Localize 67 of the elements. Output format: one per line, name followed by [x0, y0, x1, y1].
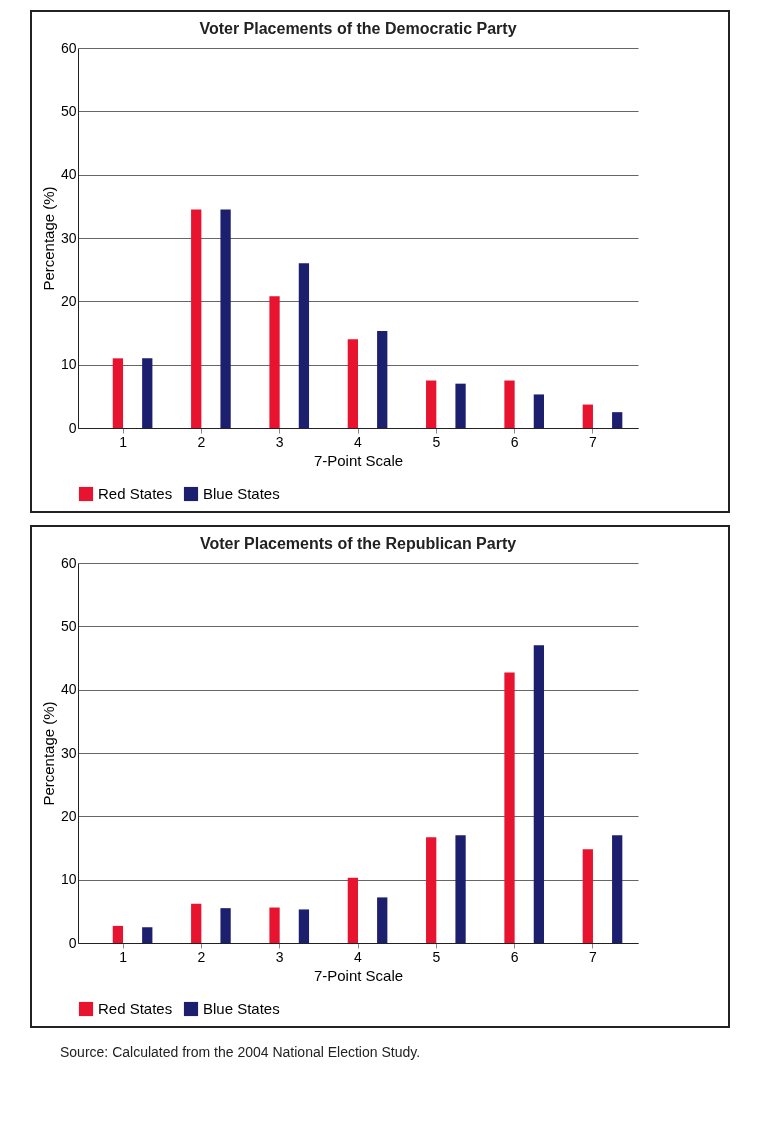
- x-axis-title: 7-Point Scale: [313, 451, 404, 469]
- legend-label: Red States: [98, 1000, 173, 1017]
- x-tick-label: 6: [510, 948, 519, 965]
- y-axis-title: Percentage (%): [39, 186, 57, 291]
- x-tick-label: 5: [432, 948, 441, 965]
- y-tick-label: 60: [60, 554, 77, 571]
- bar: [298, 909, 310, 943]
- bar: [191, 209, 202, 428]
- bar: [612, 835, 623, 943]
- chart-title: Voter Placements of the Democratic Party: [199, 20, 517, 37]
- y-tick-label: 40: [60, 681, 77, 698]
- chart-title: Voter Placements of the Republican Party: [199, 535, 517, 552]
- y-tick-label: 0: [68, 934, 77, 951]
- y-tick-label: 0: [68, 419, 77, 436]
- x-tick-label: 6: [510, 433, 519, 450]
- x-tick-label: 3: [275, 433, 284, 450]
- bar: [504, 672, 515, 943]
- y-tick-label: 40: [60, 166, 77, 183]
- bar: [582, 404, 593, 428]
- x-tick-label: 4: [354, 433, 363, 450]
- bar: [220, 209, 231, 428]
- y-tick-label: 30: [60, 744, 77, 761]
- source-note: Source: Calculated from the 2004 National Election Study.: [60, 1044, 422, 1060]
- bar: [426, 380, 437, 428]
- bar: [191, 903, 202, 943]
- bar: [455, 835, 466, 943]
- y-tick-label: 20: [60, 807, 77, 824]
- y-tick-label: 30: [60, 229, 77, 246]
- legend-label: Red States: [98, 485, 173, 502]
- x-axis-title: 7-Point Scale: [313, 966, 404, 984]
- bar: [612, 412, 623, 428]
- bar: [347, 877, 358, 943]
- bar: [298, 263, 310, 428]
- x-tick-label: 4: [354, 948, 363, 965]
- y-tick-label: 10: [60, 871, 77, 888]
- bar: [220, 908, 231, 943]
- bar: [142, 358, 153, 428]
- x-tick-label: 7: [589, 433, 598, 450]
- x-tick-label: 2: [197, 433, 206, 450]
- y-tick-label: 50: [60, 102, 77, 119]
- bar: [426, 837, 437, 943]
- bar: [533, 645, 545, 943]
- bar: [112, 925, 124, 943]
- bar: [269, 296, 280, 428]
- bar: [377, 897, 388, 943]
- bar: [455, 383, 466, 428]
- y-tick-label: 60: [60, 39, 77, 56]
- bar: [582, 849, 593, 943]
- y-tick-label: 50: [60, 617, 77, 634]
- bar: [347, 339, 358, 428]
- legend-label: Blue States: [203, 485, 280, 502]
- x-tick-label: 1: [119, 433, 128, 450]
- x-tick-label: 3: [275, 948, 284, 965]
- y-tick-label: 20: [60, 292, 77, 309]
- y-tick-label: 10: [60, 356, 77, 373]
- x-tick-label: 1: [119, 948, 128, 965]
- bar: [142, 927, 153, 943]
- bar: [377, 331, 388, 428]
- bar: [112, 358, 124, 428]
- x-tick-label: 7: [589, 948, 598, 965]
- bar: [533, 394, 545, 428]
- y-axis-title: Percentage (%): [39, 701, 57, 806]
- x-tick-label: 5: [432, 433, 441, 450]
- x-tick-label: 2: [197, 948, 206, 965]
- legend-label: Blue States: [203, 1000, 280, 1017]
- bar: [504, 380, 515, 428]
- bar: [269, 907, 280, 943]
